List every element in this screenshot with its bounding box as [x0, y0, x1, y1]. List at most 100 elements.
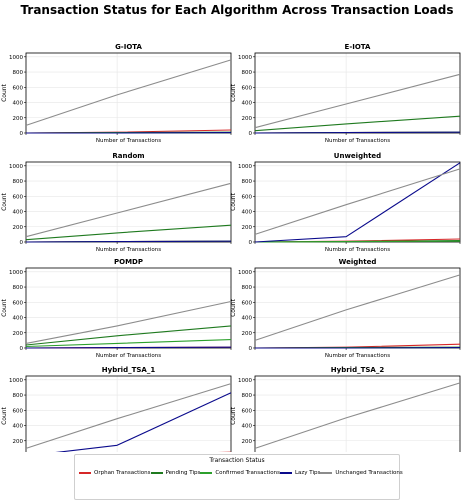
y-tick-label: 600: [13, 194, 24, 200]
plot-frame: [25, 161, 232, 243]
plot-frame: [25, 375, 232, 452]
y-tick-label: 1000: [9, 164, 23, 170]
y-axis-label: Count: [230, 298, 237, 316]
subplot-title: Random: [112, 152, 144, 160]
x-axis-label: Number of Transactions: [325, 247, 390, 253]
series-line: [254, 274, 461, 341]
series-line: [254, 162, 461, 243]
series-line: [25, 240, 232, 243]
plot-frame: [25, 52, 232, 134]
y-tick-label: 800: [242, 70, 253, 76]
y-tick-label: 200: [13, 116, 24, 122]
legend-label: Confirmed Transactions: [215, 470, 280, 476]
legend-item: Pending Tips: [150, 470, 201, 476]
series-line: [55, 392, 232, 452]
legend-items: Orphan Transactions Pending Tips Confirmed…: [79, 470, 403, 476]
y-tick-label: 0: [20, 131, 24, 137]
y-axis-label: Count: [230, 192, 237, 210]
legend-title: Transaction Status: [209, 457, 265, 464]
series-line: [25, 383, 232, 449]
plot-frame: [254, 52, 461, 134]
series-line: [254, 240, 461, 243]
figure-title: Transaction Status for Each Algorithm Ac…: [20, 3, 454, 17]
legend-item: Lazy Tips: [279, 470, 321, 476]
y-tick-label: 400: [242, 424, 253, 430]
y-tick-label: 1000: [238, 270, 252, 276]
y-tick-label: 1000: [238, 378, 252, 384]
legend-swatch: [150, 472, 163, 474]
legend-swatch: [320, 472, 333, 474]
y-tick-label: 800: [13, 393, 24, 399]
series-line: [25, 325, 232, 346]
y-tick-label: 200: [242, 225, 253, 231]
subplot-title: Weighted: [339, 258, 377, 266]
legend-item: Unchanged Transactions: [320, 470, 403, 476]
subplot-title: Unweighted: [334, 152, 381, 160]
plot-frame: [254, 267, 461, 349]
legend-swatch: [279, 472, 292, 474]
y-tick-label: 400: [13, 316, 24, 322]
subplot-title: G-IOTA: [115, 43, 142, 51]
y-tick-label: 1000: [9, 55, 23, 61]
y-tick-label: 800: [242, 285, 253, 291]
y-axis-label: Count: [1, 83, 8, 101]
legend-label: Unchanged Transactions: [335, 470, 403, 476]
y-tick-label: 600: [13, 408, 24, 414]
y-tick-label: 200: [242, 331, 253, 337]
y-tick-label: 600: [242, 408, 253, 414]
x-axis-label: Number of Transactions: [325, 138, 390, 144]
y-tick-label: 200: [13, 439, 24, 445]
plot-frame: [254, 375, 461, 452]
series-line: [254, 168, 461, 235]
y-tick-label: 600: [13, 300, 24, 306]
subplot-title: E-IOTA: [345, 43, 371, 51]
y-tick-label: 1000: [238, 55, 252, 61]
legend-swatch: [79, 472, 91, 474]
plot-frame: [254, 161, 461, 243]
y-tick-label: 400: [13, 210, 24, 216]
y-axis-label: Count: [1, 192, 8, 210]
series-line: [25, 339, 232, 348]
subplot-grid: G-IOTA 0 200 400 600 800 1000 Number of Transac…: [1, 43, 461, 452]
series-line: [254, 73, 461, 129]
y-tick-label: 1000: [238, 164, 252, 170]
series-line: [254, 131, 461, 134]
series-line: [254, 382, 461, 449]
legend-label: Pending Tips: [165, 470, 201, 476]
legend-item: Orphan Transactions: [79, 470, 151, 476]
subplot-title: Hybrid_TSA_1: [102, 366, 156, 374]
y-tick-label: 200: [242, 439, 253, 445]
legend: Transaction Status Orphan Transactions Pe…: [74, 454, 403, 500]
y-tick-label: 0: [249, 240, 253, 246]
legend-item: Confirmed Transactions: [200, 470, 280, 476]
y-tick-label: 0: [249, 346, 253, 352]
y-tick-label: 800: [242, 179, 253, 185]
y-tick-label: 600: [242, 300, 253, 306]
series-line: [25, 300, 232, 344]
y-axis-label: Count: [230, 83, 237, 101]
y-tick-label: 1000: [9, 270, 23, 276]
series-line: [25, 59, 232, 126]
subplot-title: POMDP: [114, 258, 143, 266]
y-tick-label: 600: [13, 85, 24, 91]
y-tick-label: 200: [242, 116, 253, 122]
y-tick-label: 600: [242, 194, 253, 200]
x-axis-label: Number of Transactions: [96, 353, 161, 359]
y-tick-label: 400: [242, 316, 253, 322]
legend-swatch: [200, 472, 213, 474]
y-tick-label: 400: [13, 424, 24, 430]
series-line: [254, 115, 461, 132]
y-tick-label: 800: [13, 285, 24, 291]
y-tick-label: 400: [242, 210, 253, 216]
y-tick-label: 600: [242, 85, 253, 91]
y-tick-label: 400: [242, 101, 253, 107]
y-tick-label: 0: [20, 240, 24, 246]
legend-label: Lazy Tips: [294, 470, 321, 476]
y-axis-label: Count: [1, 406, 8, 424]
x-axis-label: Number of Transactions: [96, 247, 161, 253]
y-tick-label: 800: [242, 393, 253, 399]
series-line: [25, 224, 232, 241]
y-tick-label: 200: [13, 331, 24, 337]
legend-label: Orphan Transactions: [94, 470, 151, 476]
y-tick-label: 800: [13, 179, 24, 185]
